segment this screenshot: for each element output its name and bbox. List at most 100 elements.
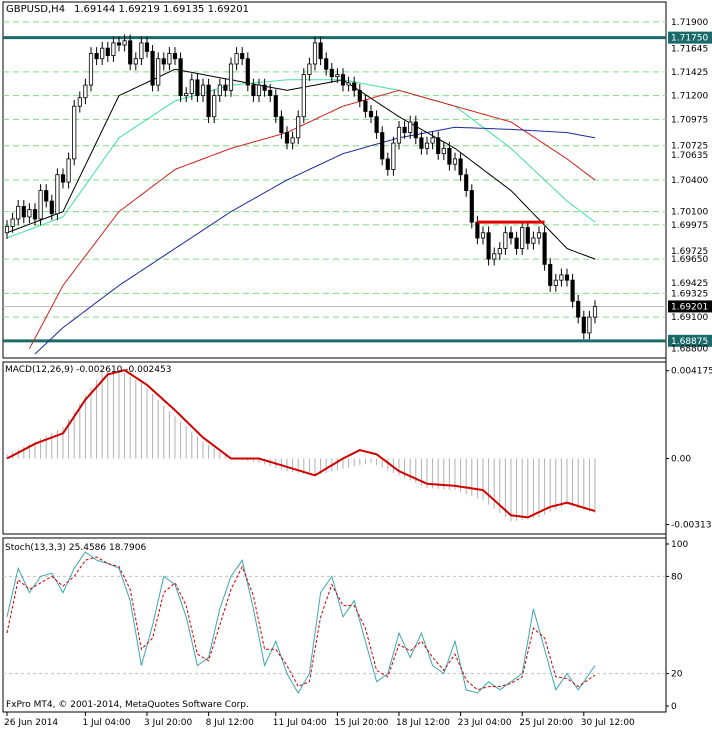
- candle-body: [189, 79, 194, 94]
- candle-body: [368, 111, 374, 118]
- candle-body: [217, 84, 222, 97]
- candle-body: [576, 300, 581, 318]
- price-tag: [668, 300, 712, 313]
- macd-tick-label: 0.004175: [671, 367, 712, 377]
- candle-body: [240, 53, 245, 60]
- candle-body: [150, 50, 155, 86]
- candle-body: [553, 279, 558, 286]
- stoch-main-line: [6, 551, 596, 694]
- candle-body: [542, 232, 547, 265]
- price-tick-label: 1.70725: [671, 142, 708, 152]
- stoch-signal-line: [6, 556, 596, 691]
- candle-body: [469, 190, 474, 223]
- candle-body: [21, 205, 26, 218]
- candle-body: [458, 158, 463, 176]
- candle-body: [105, 47, 110, 56]
- time-tick-label: 25 Jul 20:00: [519, 718, 573, 728]
- candle-body: [514, 237, 519, 249]
- candle-body: [66, 158, 71, 183]
- candle-body: [374, 116, 379, 133]
- candle-body: [508, 232, 514, 239]
- candle-body: [357, 89, 362, 102]
- panel-frame: [2, 537, 667, 713]
- candle-body: [268, 89, 273, 97]
- macd-axis: 0.004175 0.00 -0.003138: [666, 367, 712, 530]
- candle-body: [380, 132, 385, 160]
- candle-body: [564, 274, 570, 281]
- candle-body: [49, 200, 54, 215]
- candle-body: [413, 121, 418, 139]
- candle-body: [492, 253, 497, 260]
- candle-body: [452, 158, 458, 165]
- candle-body: [262, 84, 267, 91]
- candle-body: [144, 42, 150, 52]
- candle-body: [396, 126, 402, 144]
- candle-body: [116, 42, 122, 46]
- candle-body: [184, 93, 189, 97]
- price-tag: [668, 31, 712, 44]
- candle-body: [346, 82, 351, 86]
- time-tick-label: 15 Jul 20:00: [334, 718, 388, 728]
- candle-body: [60, 174, 66, 183]
- time-tick-label: 18 Jul 12:00: [396, 718, 450, 728]
- candle-body: [424, 142, 430, 149]
- ma-line-fast: [6, 68, 596, 260]
- candle-body: [503, 232, 508, 249]
- candle-body: [436, 137, 441, 155]
- time-tick-label: 26 Jun 2014: [4, 718, 58, 728]
- time-axis: 26 Jun 2014 1 Jul 04:00 3 Jul 20:00 8 Jul 1…: [4, 712, 635, 728]
- candle-body: [77, 97, 82, 107]
- stoch-tick-label: 80: [671, 572, 683, 582]
- macd-tick-label: -0.003138: [671, 520, 712, 530]
- candle-body: [340, 74, 346, 86]
- candle-body: [4, 225, 10, 234]
- price-tick-label: 1.69650: [671, 255, 708, 265]
- candle-body: [419, 137, 424, 149]
- candle-body: [525, 227, 530, 244]
- price-tick-label: 1.70635: [671, 151, 708, 161]
- candle-body: [32, 209, 38, 220]
- candle-body: [195, 79, 200, 97]
- candle-body: [587, 316, 592, 334]
- price-tick-label: 1.70975: [671, 115, 708, 125]
- stoch-tick-label: 0: [671, 702, 677, 712]
- candle-body: [133, 58, 138, 65]
- candle-body: [301, 74, 306, 118]
- candle-body: [408, 121, 413, 133]
- ma-line-long: [34, 126, 596, 355]
- candle-body: [223, 84, 228, 91]
- candle-body: [16, 205, 21, 220]
- candle-body: [290, 137, 295, 144]
- price-tag: [668, 334, 712, 347]
- ohlc-label: 1.69144 1.69219 1.69135 1.69201: [74, 4, 249, 15]
- candle-body: [94, 53, 99, 60]
- time-tick-label: 3 Jul 20:00: [144, 718, 193, 728]
- candle-body: [391, 142, 396, 170]
- candle-body: [497, 248, 502, 255]
- candle-body: [548, 263, 553, 286]
- candle-body: [536, 232, 542, 239]
- stochastic-lines: [6, 551, 596, 694]
- price-tick-label: 1.68875: [671, 337, 708, 347]
- candle-body: [324, 58, 329, 70]
- time-tick-label: 11 Jul 04:00: [273, 718, 327, 728]
- candle-body: [55, 174, 60, 215]
- candlesticks: [4, 34, 598, 340]
- price-tick-label: 1.71200: [671, 92, 708, 102]
- candle-body: [100, 47, 105, 60]
- candle-body: [27, 209, 32, 218]
- ma-line-slow: [28, 89, 596, 349]
- price-tick-label: 1.71900: [671, 18, 708, 28]
- candle-body: [111, 42, 116, 56]
- candle-body: [570, 279, 575, 302]
- price-tick-label: 1.69975: [671, 221, 708, 231]
- candle-body: [441, 147, 446, 155]
- price-tick-label: 1.71750: [671, 34, 708, 44]
- support-resistance-lines: [3, 36, 666, 343]
- price-tick-label: 1.70100: [671, 208, 708, 218]
- candle-body: [402, 126, 407, 133]
- time-tick-label: 23 Jul 04:00: [458, 718, 512, 728]
- panel-frames: [2, 1, 667, 713]
